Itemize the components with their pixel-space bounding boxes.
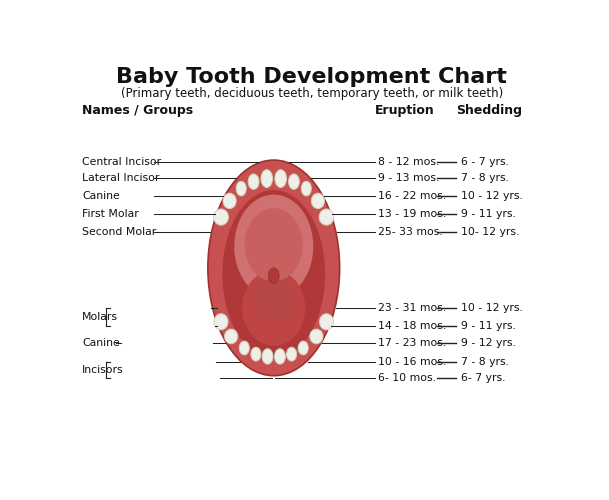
Text: 9 - 11 yrs.: 9 - 11 yrs. — [461, 320, 516, 330]
Ellipse shape — [301, 182, 311, 196]
Text: 10 - 16 mos.: 10 - 16 mos. — [378, 357, 447, 367]
Ellipse shape — [310, 329, 323, 344]
Ellipse shape — [223, 193, 236, 208]
Text: Second Molar: Second Molar — [82, 226, 157, 236]
Text: 10 - 12 yrs.: 10 - 12 yrs. — [461, 303, 523, 313]
Ellipse shape — [269, 268, 279, 283]
Text: Shedding: Shedding — [456, 104, 522, 117]
Ellipse shape — [225, 329, 238, 344]
Text: 13 - 19 mos.: 13 - 19 mos. — [378, 209, 446, 219]
Text: 10- 12 yrs.: 10- 12 yrs. — [461, 226, 519, 236]
Ellipse shape — [298, 341, 308, 355]
Ellipse shape — [261, 170, 273, 188]
Ellipse shape — [214, 314, 228, 330]
Ellipse shape — [236, 182, 246, 196]
Text: Names / Groups: Names / Groups — [82, 104, 194, 117]
Ellipse shape — [311, 193, 325, 208]
Text: 9 - 12 yrs.: 9 - 12 yrs. — [461, 338, 516, 348]
Text: Molars: Molars — [82, 312, 118, 322]
Ellipse shape — [319, 209, 334, 225]
Ellipse shape — [275, 349, 286, 364]
Ellipse shape — [289, 174, 300, 190]
Text: 6- 10 mos.: 6- 10 mos. — [378, 373, 437, 383]
Ellipse shape — [234, 194, 313, 298]
Text: Canine: Canine — [82, 190, 120, 200]
Text: 25- 33 mos.: 25- 33 mos. — [378, 226, 443, 236]
Text: 7 - 8 yrs.: 7 - 8 yrs. — [461, 357, 509, 367]
Text: Lateral Incisor: Lateral Incisor — [82, 173, 160, 183]
Ellipse shape — [214, 209, 228, 225]
Text: (Primary teeth, deciduous teeth, temporary teeth, or milk teeth): (Primary teeth, deciduous teeth, tempora… — [121, 88, 503, 101]
Text: 6- 7 yrs.: 6- 7 yrs. — [461, 373, 506, 383]
Text: 6 - 7 yrs.: 6 - 7 yrs. — [461, 158, 509, 168]
Text: 16 - 22 mos.: 16 - 22 mos. — [378, 190, 446, 200]
Ellipse shape — [287, 347, 297, 361]
Ellipse shape — [248, 174, 259, 190]
Text: Incisors: Incisors — [82, 365, 124, 375]
Text: Canine: Canine — [82, 338, 120, 348]
Text: 10 - 12 yrs.: 10 - 12 yrs. — [461, 190, 523, 200]
Text: 9 - 13 mos.: 9 - 13 mos. — [378, 173, 440, 183]
Text: 23 - 31 mos.: 23 - 31 mos. — [378, 303, 446, 313]
Text: 14 - 18 mos.: 14 - 18 mos. — [378, 320, 446, 330]
Text: 8 - 12 mos.: 8 - 12 mos. — [378, 158, 440, 168]
Ellipse shape — [253, 278, 295, 322]
Ellipse shape — [245, 208, 303, 282]
Ellipse shape — [242, 270, 305, 345]
Text: 17 - 23 mos.: 17 - 23 mos. — [378, 338, 446, 348]
Ellipse shape — [251, 347, 261, 361]
Text: First Molar: First Molar — [82, 209, 139, 219]
Text: 7 - 8 yrs.: 7 - 8 yrs. — [461, 173, 509, 183]
Text: Baby Tooth Development Chart: Baby Tooth Development Chart — [116, 67, 507, 87]
Ellipse shape — [320, 314, 333, 330]
Text: 9 - 11 yrs.: 9 - 11 yrs. — [461, 209, 516, 219]
Ellipse shape — [222, 190, 325, 358]
Ellipse shape — [239, 341, 249, 355]
Ellipse shape — [275, 170, 287, 188]
Ellipse shape — [208, 160, 340, 376]
Text: Eruption: Eruption — [375, 104, 434, 117]
Ellipse shape — [262, 349, 273, 364]
Text: Central Incisor: Central Incisor — [82, 158, 161, 168]
